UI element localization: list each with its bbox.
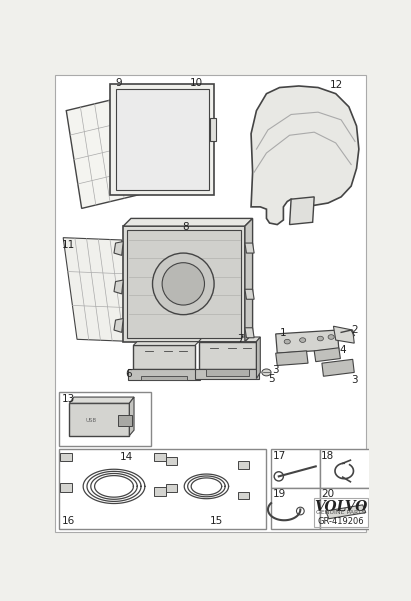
Polygon shape: [69, 397, 134, 403]
Bar: [271, 488, 320, 529]
Text: 8: 8: [182, 222, 188, 232]
Text: GR-419206: GR-419206: [318, 517, 365, 526]
Bar: [238, 461, 249, 469]
Text: 4: 4: [339, 346, 346, 355]
Bar: [154, 453, 166, 461]
Polygon shape: [326, 505, 366, 519]
Polygon shape: [110, 84, 214, 195]
Bar: [58, 392, 151, 445]
Polygon shape: [314, 348, 340, 362]
Polygon shape: [256, 337, 260, 379]
Polygon shape: [63, 237, 136, 341]
Polygon shape: [69, 403, 129, 436]
Text: 17: 17: [272, 451, 286, 461]
Text: 1: 1: [279, 328, 286, 338]
Polygon shape: [133, 341, 199, 346]
Polygon shape: [123, 218, 253, 226]
Text: VOLVO: VOLVO: [314, 500, 368, 514]
Polygon shape: [276, 351, 308, 365]
Polygon shape: [141, 376, 187, 380]
Text: 11: 11: [62, 240, 75, 250]
Ellipse shape: [284, 340, 290, 344]
Polygon shape: [206, 368, 249, 376]
Ellipse shape: [162, 263, 205, 305]
Polygon shape: [114, 319, 123, 332]
Text: 6: 6: [125, 368, 132, 379]
Polygon shape: [133, 346, 195, 368]
Bar: [320, 450, 371, 488]
Bar: [238, 492, 249, 499]
Text: USB: USB: [85, 418, 97, 424]
Text: 3: 3: [351, 375, 358, 385]
Bar: [58, 450, 266, 529]
Bar: [118, 415, 132, 426]
Polygon shape: [322, 359, 354, 376]
Text: 10: 10: [189, 78, 203, 88]
Polygon shape: [276, 330, 339, 353]
Polygon shape: [245, 328, 254, 338]
Ellipse shape: [328, 335, 334, 340]
Polygon shape: [128, 368, 200, 380]
Polygon shape: [245, 243, 254, 253]
Ellipse shape: [317, 336, 323, 341]
Polygon shape: [245, 218, 253, 341]
Polygon shape: [199, 337, 260, 341]
Text: 18: 18: [321, 451, 335, 461]
Polygon shape: [114, 242, 123, 255]
Ellipse shape: [300, 338, 306, 343]
Bar: [271, 450, 320, 488]
Text: GENUINE PARTS: GENUINE PARTS: [316, 510, 366, 515]
Text: 19: 19: [272, 489, 286, 499]
Polygon shape: [210, 118, 216, 141]
Ellipse shape: [262, 369, 271, 376]
Polygon shape: [115, 89, 209, 190]
Text: 14: 14: [120, 452, 134, 462]
Polygon shape: [66, 94, 152, 209]
Text: 15: 15: [210, 516, 224, 526]
Polygon shape: [333, 326, 354, 343]
Polygon shape: [129, 397, 134, 436]
Text: 7: 7: [237, 334, 244, 344]
Ellipse shape: [152, 253, 214, 315]
Text: 13: 13: [62, 394, 75, 404]
Polygon shape: [251, 86, 359, 225]
Polygon shape: [114, 280, 123, 294]
Bar: [320, 488, 371, 529]
Bar: [60, 453, 72, 461]
Text: 16: 16: [62, 516, 75, 526]
Text: 9: 9: [115, 78, 122, 88]
Polygon shape: [290, 197, 314, 225]
Polygon shape: [245, 289, 254, 299]
Polygon shape: [199, 341, 256, 368]
Text: 12: 12: [330, 80, 343, 90]
Text: 5: 5: [268, 374, 275, 384]
Bar: [60, 483, 72, 492]
Polygon shape: [127, 230, 241, 338]
Polygon shape: [123, 226, 245, 341]
Bar: [166, 484, 177, 492]
Text: 2: 2: [351, 325, 358, 335]
Text: 3: 3: [272, 365, 279, 374]
Bar: [154, 487, 166, 496]
Bar: [166, 457, 177, 465]
Polygon shape: [195, 368, 259, 379]
Bar: [314, 498, 368, 527]
Text: 20: 20: [321, 489, 334, 499]
